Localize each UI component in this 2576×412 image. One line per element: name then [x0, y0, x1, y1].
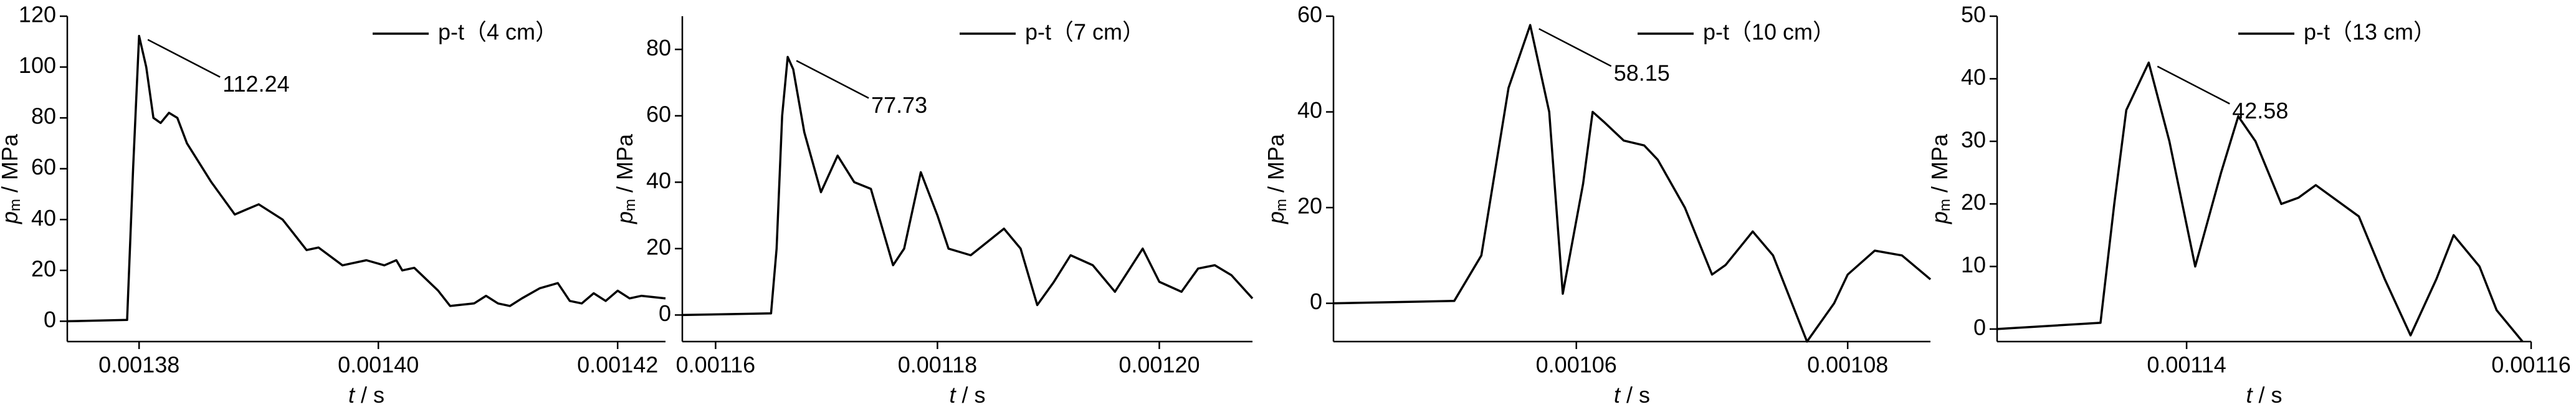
y-tick-label: 50 — [1961, 2, 1986, 27]
y-tick-label: 20 — [646, 234, 671, 259]
y-tick-label: 40 — [646, 168, 671, 193]
y-axis-label: pm / MPa — [612, 133, 639, 224]
y-tick-label: 80 — [31, 103, 56, 129]
y-tick-label: 40 — [1297, 97, 1322, 123]
x-label-symbol: t — [949, 382, 956, 408]
y-tick-label: 0 — [1310, 289, 1322, 314]
curve — [67, 34, 666, 323]
panel: 0 20 40 60 80 100 120 0.00138 0.00140 0.00142 t / … — [0, 2, 666, 408]
annotation: 112.24 — [222, 71, 289, 97]
x-label-symbol: t — [348, 382, 356, 408]
y-tick-label: 60 — [31, 154, 56, 180]
curve — [682, 55, 1254, 317]
x-label-unit: / s — [355, 382, 384, 408]
y-label-subscript: m — [1273, 199, 1290, 211]
y-tick-label: 60 — [1297, 2, 1322, 27]
y-label-subscript: m — [7, 199, 24, 211]
x-tick-label: 0.00106 — [1536, 352, 1617, 378]
y-tick-label: 20 — [1961, 189, 1986, 215]
y-axis-label: pm / MPa — [1263, 133, 1290, 224]
y-label-unit: / MPa — [1927, 133, 1952, 199]
x-label-symbol: t — [2246, 382, 2253, 408]
y-tick-label: 0 — [659, 300, 671, 326]
x-tick-label: 0.00114 — [2147, 352, 2226, 378]
curve — [1996, 61, 2524, 343]
x-tick-label: 0.00138 — [98, 352, 179, 378]
x-label-unit: / s — [956, 382, 986, 408]
y-tick-label: 60 — [646, 101, 671, 127]
y-label-symbol: p — [612, 211, 637, 224]
x-tick-label: 0.00116 — [2491, 352, 2570, 378]
y-label-symbol: p — [1263, 211, 1289, 224]
annotation-leader — [2157, 65, 2230, 105]
y-tick-label: 120 — [19, 2, 56, 27]
y-label-subscript: m — [1937, 199, 1953, 211]
y-tick-label: 100 — [19, 52, 56, 78]
y-axis-label: pm / MPa — [0, 133, 24, 224]
x-axis-label: t / s — [348, 382, 384, 408]
x-axis-label: t / s — [1614, 382, 1650, 408]
x-label-unit: / s — [2253, 382, 2283, 408]
panel: 0 10 20 30 40 50 0.00114 0.00116 t / s pm / MPa p-… — [1927, 2, 2571, 408]
annotation: 58.15 — [1614, 60, 1670, 86]
legend-label: p-t（13 cm） — [2304, 19, 2436, 45]
legend-label: p-t（10 cm） — [1703, 19, 1835, 45]
y-tick-label: 40 — [31, 205, 56, 231]
legend-label: p-t（7 cm） — [1025, 19, 1145, 45]
y-tick-label: 40 — [1961, 64, 1986, 90]
legend-label: p-t（4 cm） — [438, 19, 558, 45]
x-label-unit: / s — [1620, 382, 1650, 408]
panel: 0 20 40 60 80 0.00116 0.00118 0.00120 t / s pm / … — [612, 16, 1254, 408]
annotation-leader — [796, 60, 869, 99]
y-label-symbol: p — [0, 211, 22, 224]
y-tick-label: 20 — [1297, 193, 1322, 219]
x-tick-label: 0.00120 — [1119, 352, 1200, 378]
annotation: 77.73 — [871, 92, 927, 118]
y-tick-label: 30 — [1961, 127, 1986, 152]
x-tick-label: 0.00142 — [577, 352, 658, 378]
x-tick-label: 0.00118 — [898, 352, 977, 378]
x-label-symbol: t — [1614, 382, 1621, 408]
x-tick-label: 0.00116 — [676, 352, 755, 378]
panel: 0 20 40 60 0.00106 0.00108 t / s pm / MPa p-t（10… — [1263, 2, 1932, 408]
curve — [1333, 24, 1932, 343]
y-label-unit: / MPa — [1263, 133, 1289, 199]
annotation-leader — [147, 39, 221, 78]
x-tick-label: 0.00108 — [1807, 352, 1888, 378]
annotation-leader — [1538, 28, 1612, 67]
y-axis-label: pm / MPa — [1927, 133, 1954, 224]
x-axis-label: t / s — [2246, 382, 2282, 408]
y-tick-label: 10 — [1961, 252, 1986, 277]
y-label-unit: / MPa — [0, 133, 22, 199]
y-tick-label: 0 — [1973, 314, 1986, 340]
y-tick-label: 80 — [646, 35, 671, 60]
annotation: 42.58 — [2232, 98, 2288, 123]
y-tick-label: 20 — [31, 256, 56, 281]
x-axis-label: t / s — [949, 382, 985, 408]
y-tick-label: 0 — [44, 307, 56, 332]
y-label-subscript: m — [622, 199, 639, 211]
y-label-symbol: p — [1927, 211, 1952, 224]
x-tick-label: 0.00140 — [338, 352, 419, 378]
y-label-unit: / MPa — [612, 133, 637, 199]
